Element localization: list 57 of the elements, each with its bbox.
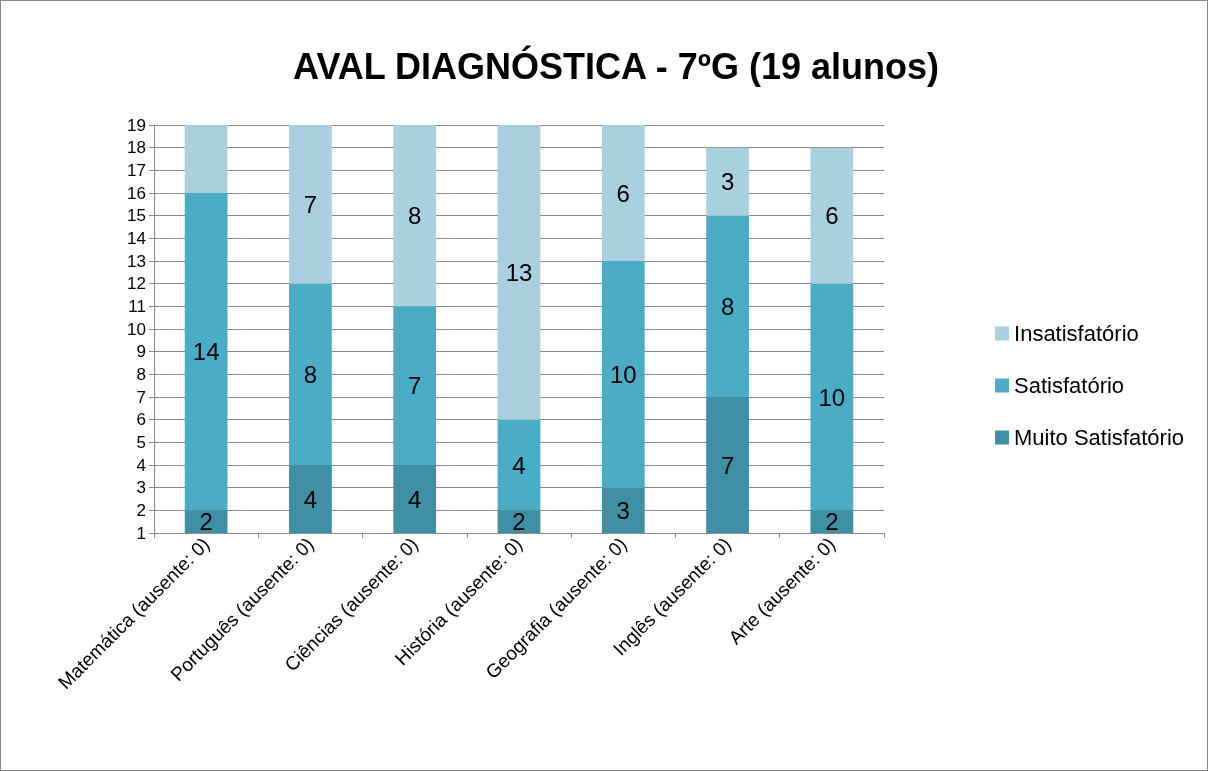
y-tick-label: 16 [127,183,146,203]
y-tick-label: 13 [127,251,146,271]
y-tick-label: 17 [127,160,146,180]
bar [706,147,749,216]
data-label: 4 [303,485,318,513]
data-label: 8 [408,202,422,230]
legend-label: Satisfatório [1014,373,1125,398]
bar [184,193,228,511]
y-tick-label: 18 [127,138,146,158]
data-label: 10 [609,360,637,388]
y-tick-label: 7 [136,387,146,407]
data-label: 3 [720,168,735,196]
bar [601,261,645,488]
y-tick-label: 11 [128,296,146,316]
y-tick-label: 2 [136,500,146,520]
y-tick-label: 3 [136,478,146,498]
bar [497,125,541,420]
bar [393,125,437,307]
y-tick-label: 10 [127,319,146,339]
data-label: 2 [512,508,526,536]
data-label: 10 [818,383,846,411]
bar [497,419,541,511]
bar [706,215,749,397]
y-tick-label: 19 [127,115,146,135]
y-tick-label: 14 [127,228,146,248]
y-tick-label: 9 [136,342,146,362]
data-label: 14 [192,338,220,366]
chart-title: AVAL DIAGNÓSTICA - 7ºG (19 alunos) [293,44,939,87]
y-tick-label: 6 [136,410,146,430]
data-label: 2 [199,508,213,536]
data-label: 8 [303,360,318,388]
bar [810,147,854,284]
y-tick-label: 8 [136,364,146,384]
data-label: 8 [720,292,735,320]
data-label: 7 [303,190,318,218]
data-label: 3 [616,496,630,524]
bar [393,306,437,465]
bar [184,125,228,193]
data-label: 4 [408,485,422,513]
data-label: 13 [505,258,533,286]
y-tick-label: 4 [136,455,146,475]
data-label: 6 [825,202,839,230]
legend-label: Muito Satisfatório [1014,425,1185,450]
data-label: 7 [408,372,422,400]
legend-label: Insatisfatório [1014,321,1139,346]
y-tick-label: 5 [136,432,146,452]
data-label: 7 [720,451,735,479]
y-tick-label: 1 [136,523,146,543]
y-tick-label: 15 [127,206,146,226]
data-label: 6 [616,179,630,207]
data-label: 2 [825,508,839,536]
bar [601,125,645,261]
y-tick-label: 12 [127,274,146,294]
bar [289,125,332,284]
data-label: 4 [512,451,526,479]
bar [810,283,854,511]
bar [289,283,332,465]
